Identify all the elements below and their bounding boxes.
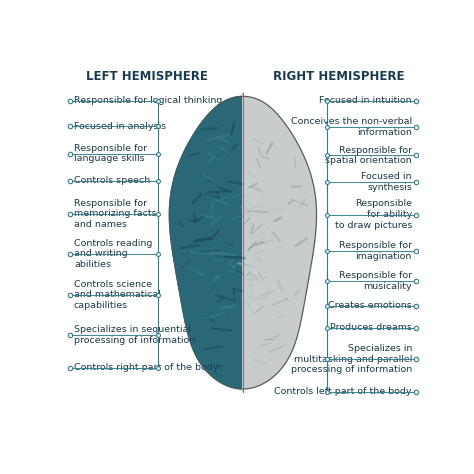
Text: Specializes in
multitasking and parallel
processing of information: Specializes in multitasking and parallel… — [291, 344, 412, 374]
Text: Produces dreams: Produces dreams — [330, 323, 412, 332]
Text: Specializes in sequential
processing of information: Specializes in sequential processing of … — [74, 325, 195, 345]
Text: Focused in intuition: Focused in intuition — [319, 96, 412, 105]
Text: Controls left part of the body: Controls left part of the body — [274, 387, 412, 396]
Text: Responsible for
memorizing facts
and names: Responsible for memorizing facts and nam… — [74, 199, 156, 229]
Text: Controls right part of the body: Controls right part of the body — [74, 364, 219, 373]
Text: Focused in analysis: Focused in analysis — [74, 122, 166, 131]
Text: Responsible for
imagination: Responsible for imagination — [339, 241, 412, 261]
Text: Responsible for logical thinking: Responsible for logical thinking — [74, 96, 222, 105]
Text: LEFT HEMISPHERE: LEFT HEMISPHERE — [86, 70, 209, 82]
Text: Responsible
for ability
to draw pictures: Responsible for ability to draw pictures — [335, 199, 412, 230]
Text: Controls reading
and writing
abilities: Controls reading and writing abilities — [74, 239, 152, 269]
Text: Responsible for
musicality: Responsible for musicality — [339, 272, 412, 291]
Polygon shape — [243, 93, 317, 392]
Text: Responsible for
spatial orientation: Responsible for spatial orientation — [325, 146, 412, 165]
Text: Focused in
synthesis: Focused in synthesis — [361, 172, 412, 192]
Text: Responsible for
language skills: Responsible for language skills — [74, 144, 147, 164]
Polygon shape — [169, 93, 243, 392]
Text: Controls science
and mathematical
capabilities: Controls science and mathematical capabi… — [74, 280, 161, 310]
Text: Creates emotions: Creates emotions — [328, 301, 412, 310]
Text: Conceives the non-verbal
information: Conceives the non-verbal information — [291, 117, 412, 137]
Text: Controls speech: Controls speech — [74, 176, 150, 185]
Text: RIGHT HEMISPHERE: RIGHT HEMISPHERE — [273, 70, 404, 82]
